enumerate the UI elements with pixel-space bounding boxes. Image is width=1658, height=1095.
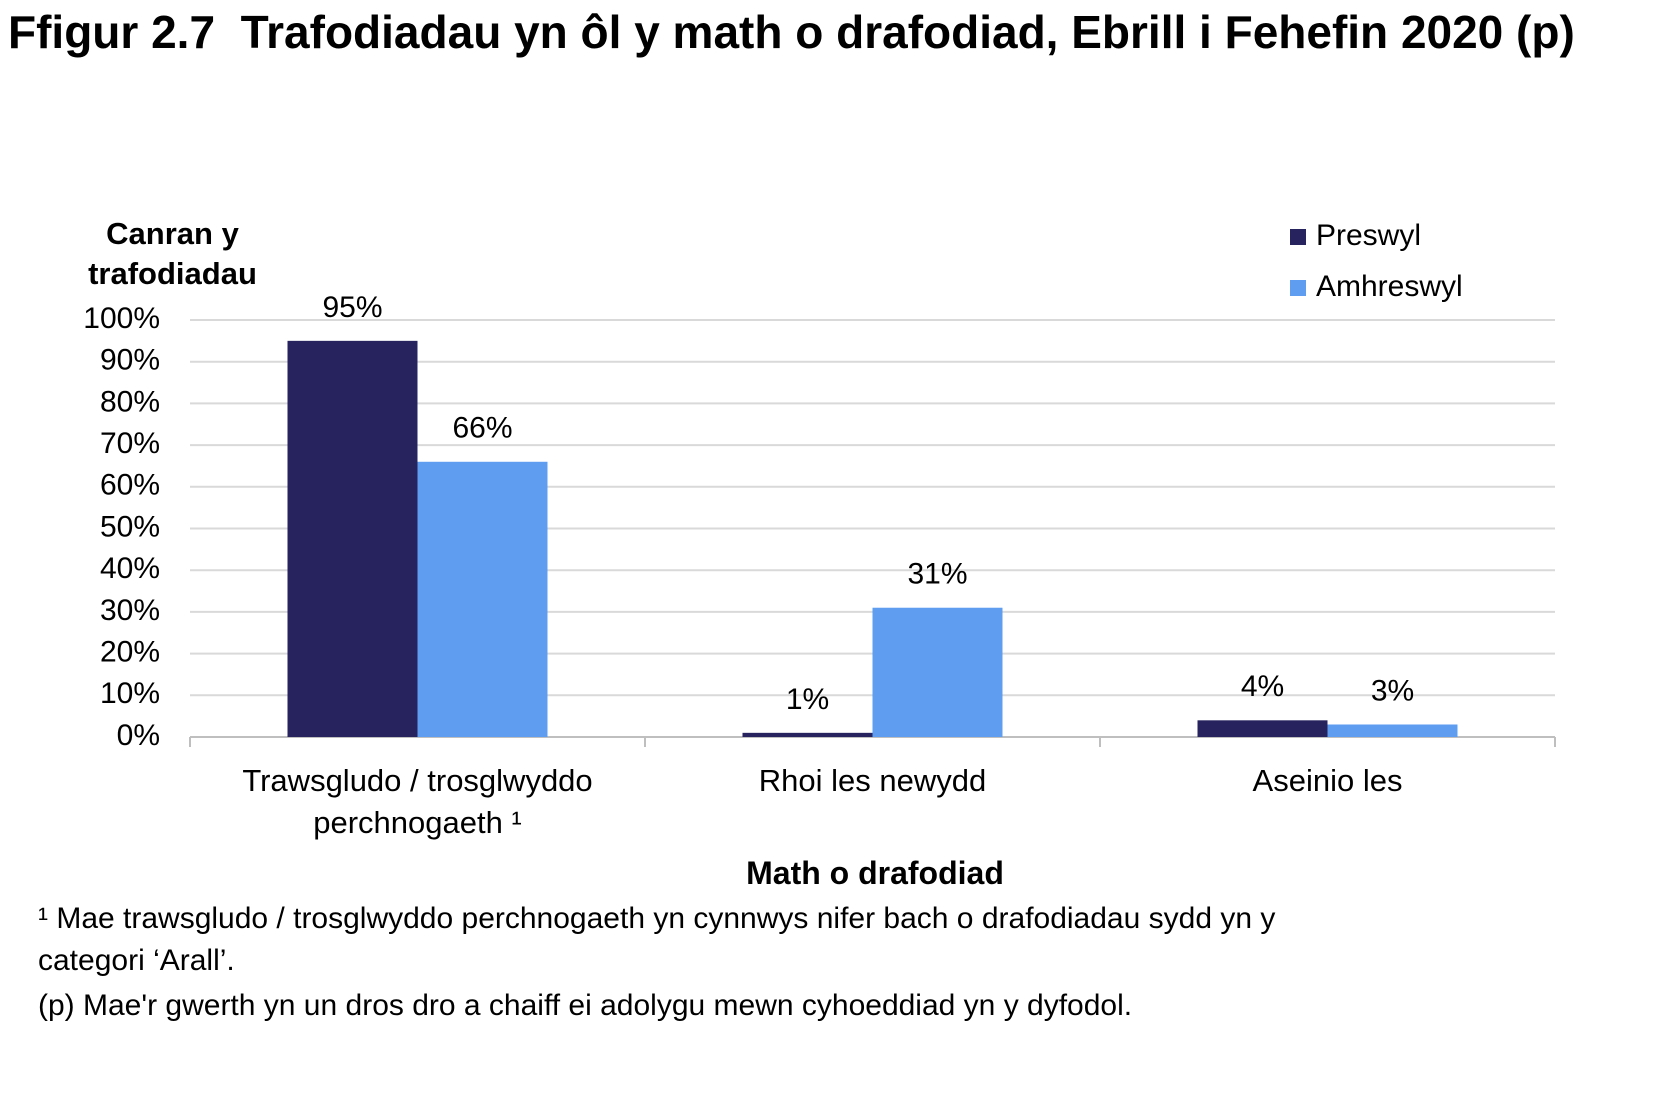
legend-label: Preswyl: [1316, 219, 1421, 252]
data-label: 31%: [907, 558, 967, 591]
y-tick-label: 100%: [83, 302, 160, 335]
legend-label: Amhreswyl: [1316, 270, 1463, 303]
x-axis-title: Math o drafodiad: [746, 855, 1004, 891]
data-label: 66%: [452, 412, 512, 445]
bar: [742, 732, 873, 737]
y-tick-label: 0%: [117, 719, 160, 752]
y-tick-label: 90%: [100, 344, 160, 377]
y-tick-label: 70%: [100, 427, 160, 460]
data-label: 1%: [786, 683, 829, 716]
bar: [1197, 720, 1328, 737]
y-tick-label: 80%: [100, 385, 160, 418]
y-tick-label: 30%: [100, 594, 160, 627]
footnote: (p) Mae'r gwerth yn un dros dro a chaiff…: [38, 989, 1133, 1022]
bar: [1327, 724, 1458, 737]
y-tick-label: 20%: [100, 636, 160, 669]
y-axis-title: Canran y trafodiadau: [88, 216, 257, 291]
chart-title: Ffigur 2.7 Trafodiadau yn ôl y math o dr…: [8, 6, 1575, 58]
bar: [872, 607, 1003, 737]
bar: [287, 340, 418, 737]
x-tick-label: Rhoi les newydd: [758, 763, 987, 798]
y-tick-label: 10%: [100, 677, 160, 710]
x-tick-label: Trawsgludo / trosglwyddo perchnogaeth ¹: [242, 763, 593, 840]
y-tick-label: 40%: [100, 552, 160, 585]
data-label: 95%: [322, 291, 382, 324]
legend-swatch: [1290, 229, 1306, 245]
y-tick-label: 50%: [100, 510, 160, 543]
footnote: ¹ Mae trawsgludo / trosglwyddo perchnoga…: [38, 902, 1276, 977]
bar: [417, 461, 548, 737]
x-tick-label: Aseinio les: [1252, 763, 1403, 798]
legend-swatch: [1290, 280, 1306, 296]
y-tick-label: 60%: [100, 469, 160, 502]
data-label: 4%: [1241, 670, 1284, 703]
data-label: 3%: [1371, 674, 1414, 707]
